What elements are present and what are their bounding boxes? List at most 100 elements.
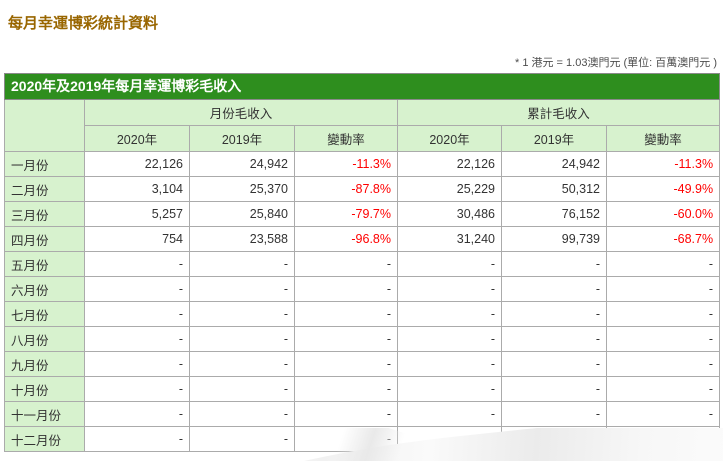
revenue-value-cell: - [501, 301, 607, 327]
revenue-value-cell: - [501, 251, 607, 277]
revenue-value-cell: - [397, 376, 502, 402]
change-rate-cell: - [605, 426, 721, 452]
cumulative-revenue-group-header: 累計毛收入 [396, 99, 721, 126]
month-label: 五月份 [4, 251, 85, 277]
revenue-value-cell: 30,486 [397, 201, 502, 227]
revenue-value-cell: - [189, 276, 295, 302]
month-label: 三月份 [4, 201, 85, 227]
monthly-gross-revenue-table: 2020年及2019年每月幸運博彩毛收入 月份毛收入 累計毛收入 2020年 2… [3, 73, 721, 452]
change-rate-cell: - [605, 301, 721, 327]
table-row: 十二月份 - - - - - - [4, 426, 721, 452]
month-label: 十二月份 [4, 426, 85, 452]
col-header-monthly-change: 變動率 [294, 125, 398, 152]
change-rate-cell: - [605, 351, 721, 377]
table-row: 六月份 - - - - - - [4, 276, 721, 302]
table-caption-row: 2020年及2019年每月幸運博彩毛收入 [3, 73, 721, 100]
change-rate-cell: - [605, 276, 721, 302]
change-rate-cell: -87.8% [294, 176, 398, 202]
month-label: 一月份 [4, 151, 85, 177]
group-header-row: 月份毛收入 累計毛收入 [4, 99, 721, 152]
col-header-monthly-2019: 2019年 [189, 125, 295, 152]
revenue-value-cell: - [84, 401, 190, 427]
revenue-value-cell: - [189, 401, 295, 427]
month-label: 八月份 [4, 326, 85, 352]
revenue-value-cell: 25,840 [189, 201, 295, 227]
table-row: 一月份 22,126 24,942 -11.3% 22,126 24,942 -11.3% [4, 151, 721, 177]
change-rate-cell: - [294, 251, 398, 277]
change-rate-cell: -68.7% [605, 226, 721, 252]
change-rate-cell: - [294, 401, 398, 427]
revenue-value-cell: - [84, 301, 190, 327]
page-title: 每月幸運博彩統計資料 [8, 15, 159, 32]
table-row: 三月份 5,257 25,840 -79.7% 30,486 76,152 -60.0% [4, 201, 721, 227]
change-rate-cell: - [294, 426, 398, 452]
monthly-revenue-group-header: 月份毛收入 [84, 99, 398, 126]
revenue-value-cell: 25,370 [189, 176, 295, 202]
table-caption: 2020年及2019年每月幸運博彩毛收入 [3, 73, 721, 100]
revenue-value-cell: - [397, 276, 502, 302]
month-label: 十一月份 [4, 401, 85, 427]
revenue-value-cell: 22,126 [397, 151, 502, 177]
change-rate-cell: - [294, 376, 398, 402]
table-row: 九月份 - - - - - - [4, 351, 721, 377]
revenue-value-cell: - [189, 426, 295, 452]
table-row: 五月份 - - - - - - [4, 251, 721, 277]
revenue-value-cell: - [501, 276, 607, 302]
table-row: 四月份 754 23,588 -96.8% 31,240 99,739 -68.7% [4, 226, 721, 252]
change-rate-cell: - [605, 401, 721, 427]
change-rate-cell: - [294, 326, 398, 352]
revenue-value-cell: 50,312 [501, 176, 607, 202]
col-header-monthly-2020: 2020年 [84, 125, 190, 152]
change-rate-cell: -79.7% [294, 201, 398, 227]
table-row: 十一月份 - - - - - - [4, 401, 721, 427]
change-rate-cell: -11.3% [294, 151, 398, 177]
revenue-value-cell: - [397, 426, 502, 452]
col-header-cumulative-2019: 2019年 [501, 125, 607, 152]
revenue-value-cell: - [397, 326, 502, 352]
month-label: 四月份 [4, 226, 85, 252]
year-header-row: 2020年 2019年 變動率 2020年 2019年 變動率 [5, 125, 721, 152]
revenue-value-cell: - [84, 326, 190, 352]
revenue-value-cell: - [501, 376, 607, 402]
change-rate-cell: -96.8% [294, 226, 398, 252]
month-column-header [4, 99, 85, 152]
change-rate-cell: - [294, 276, 398, 302]
table-row: 七月份 - - - - - - [4, 301, 721, 327]
table-row: 十月份 - - - - - - [4, 376, 721, 402]
change-rate-cell: - [605, 376, 721, 402]
revenue-value-cell: 24,942 [189, 151, 295, 177]
revenue-value-cell: - [84, 276, 190, 302]
revenue-value-cell: 24,942 [501, 151, 607, 177]
revenue-value-cell: 5,257 [84, 201, 190, 227]
change-rate-cell: - [605, 251, 721, 277]
table-row: 八月份 - - - - - - [4, 326, 721, 352]
revenue-value-cell: 31,240 [397, 226, 502, 252]
revenue-value-cell: - [189, 251, 295, 277]
change-rate-cell: -49.9% [605, 176, 721, 202]
revenue-value-cell: - [189, 376, 295, 402]
month-label: 六月份 [4, 276, 85, 302]
revenue-value-cell: - [397, 401, 502, 427]
revenue-value-cell: - [84, 426, 190, 452]
content-area: * 1 港元 = 1.03澳門元 (單位: 百萬澳門元 ) 2020年及2019… [3, 54, 721, 452]
revenue-value-cell: 22,126 [84, 151, 190, 177]
revenue-value-cell: - [189, 301, 295, 327]
change-rate-cell: -11.3% [605, 151, 721, 177]
revenue-value-cell: - [84, 376, 190, 402]
revenue-value-cell: - [84, 351, 190, 377]
currency-unit-note: * 1 港元 = 1.03澳門元 (單位: 百萬澳門元 ) [514, 57, 717, 69]
revenue-value-cell: - [501, 426, 607, 452]
revenue-value-cell: 23,588 [189, 226, 295, 252]
table-row: 二月份 3,104 25,370 -87.8% 25,229 50,312 -49.9% [4, 176, 721, 202]
col-header-cumulative-2020: 2020年 [397, 125, 502, 152]
month-label: 十月份 [4, 376, 85, 402]
month-label: 九月份 [4, 351, 85, 377]
revenue-value-cell: 76,152 [501, 201, 607, 227]
revenue-value-cell: 25,229 [397, 176, 502, 202]
revenue-value-cell: - [397, 251, 502, 277]
revenue-value-cell: - [84, 251, 190, 277]
revenue-value-cell: 99,739 [501, 226, 607, 252]
revenue-value-cell: - [501, 351, 607, 377]
revenue-value-cell: - [501, 401, 607, 427]
change-rate-cell: - [605, 326, 721, 352]
